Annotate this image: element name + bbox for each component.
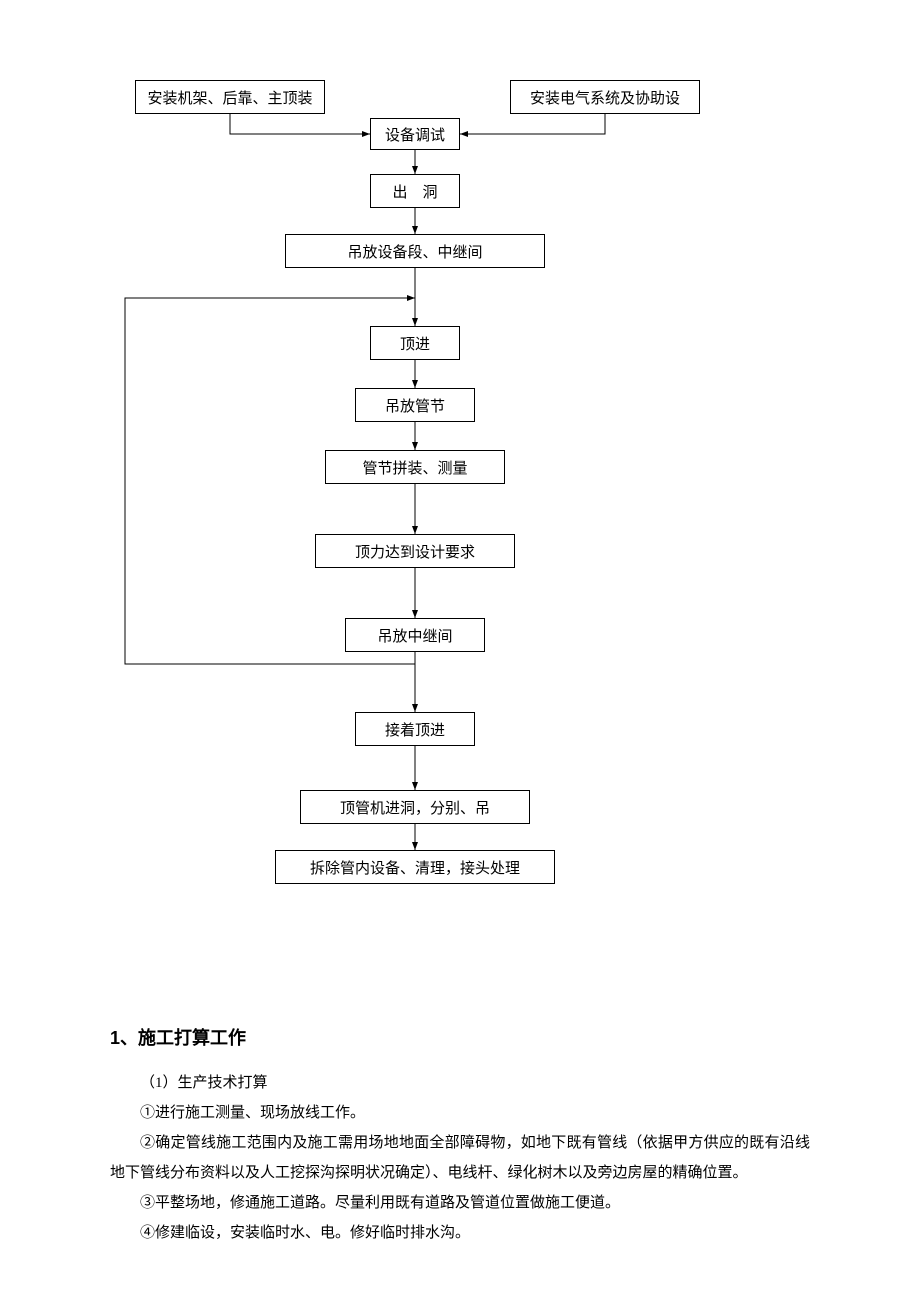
document-text: 1、施工打算工作 （1）生产技术打算 ①进行施工测量、现场放线工作。 ②确定管线… (110, 1024, 810, 1248)
flow-node-n_lift_mid: 吊放中继间 (345, 618, 485, 652)
paragraph: ④修建临设，安装临时水、电。修好临时排水沟。 (110, 1218, 810, 1248)
paragraph: ③平整场地，修通施工道路。尽量利用既有道路及管道位置做施工便道。 (110, 1188, 810, 1218)
flowchart-container: 安装机架、后靠、主顶装 安装电气系统及协助设设备调试出 洞吊放设备段、中继间顶进吊… (0, 0, 920, 920)
flow-node-n_force: 顶力达到设计要求 (315, 534, 515, 568)
flow-node-n_out: 出 洞 (370, 174, 460, 208)
paragraph: （1）生产技术打算 (110, 1068, 810, 1098)
section-heading: 1、施工打算工作 (110, 1024, 810, 1050)
paragraph: ②确定管线施工范围内及施工需用场地地面全部障碍物，如地下既有管线（依据甲方供应的… (110, 1128, 810, 1188)
flow-node-n_push: 顶进 (370, 326, 460, 360)
flow-node-n_continue: 接着顶进 (355, 712, 475, 746)
flow-node-n_top_right: 安装电气系统及协助设 (510, 80, 700, 114)
flow-node-n_enter: 顶管机进洞，分别、吊 (300, 790, 530, 824)
flow-node-n_assemble: 管节拼装、测量 (325, 450, 505, 484)
flow-node-n_lift_pipe: 吊放管节 (355, 388, 475, 422)
flow-node-n_top_left: 安装机架、后靠、主顶装 (135, 80, 325, 114)
paragraph: ①进行施工测量、现场放线工作。 (110, 1098, 810, 1128)
flow-node-n_debug: 设备调试 (370, 118, 460, 150)
flow-node-n_remove: 拆除管内设备、清理，接头处理 (275, 850, 555, 884)
flow-node-n_lift_eq: 吊放设备段、中继间 (285, 234, 545, 268)
